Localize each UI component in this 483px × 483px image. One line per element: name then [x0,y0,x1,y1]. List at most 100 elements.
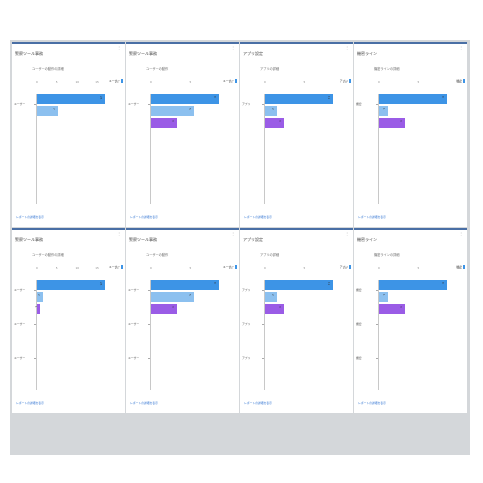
chart-axis-line [36,280,37,390]
report-link[interactable]: レポートの詳細を表示 [16,401,44,405]
report-link[interactable]: レポートの詳細を表示 [358,401,386,405]
report-link[interactable]: レポートの詳細を表示 [244,215,272,219]
category-label: ユーザー [14,322,26,326]
report-link[interactable]: レポートの詳細を表示 [244,401,272,405]
more-menu-icon[interactable]: ⋮ [117,231,121,236]
dashboard-grid: 警察ツール事務 ⋮ ユーザーの動作の詳細 0 5 10 15 20 ユーザー 23 7 ユーザー レポー… [10,40,470,455]
report-panel: 機密ライン ⋮ 機密ラインの詳細 0 5 10 機密 8 1 3 機密 機密 機密 レポートの詳細を表示 [354,228,467,413]
chart-bar[interactable] [379,106,388,116]
bar-value-label: 1 [381,108,385,110]
chart-axis-line [264,94,265,204]
axis-tick-label: 0 [36,80,38,84]
chart-bar[interactable] [37,304,40,314]
chart-bar[interactable] [379,280,447,290]
chart-bar[interactable] [151,118,177,128]
chart-bar[interactable] [37,280,105,290]
legend-item[interactable]: ユーザー [223,264,237,270]
chart-legend: アプリ [340,78,351,84]
chart-bar[interactable] [151,106,194,116]
report-link[interactable]: レポートの詳細を表示 [16,215,44,219]
chart-bar[interactable] [265,280,333,290]
legend-swatch [121,79,123,83]
category-label: アプリ [242,322,251,326]
axis-tick-label: 5 [303,266,306,270]
legend-item[interactable]: アプリ [340,78,351,84]
panel-title: 警察ツール事務 [15,51,43,56]
chart-bar[interactable] [265,304,284,314]
bar-value-label: 7 [51,108,55,110]
bar-value-label: 11 [327,96,330,100]
axis-tick-label: 15 [95,80,99,84]
category-label: アプリ [242,288,251,292]
more-menu-icon[interactable]: ⋮ [345,231,349,236]
chart-axis-line [264,280,265,390]
more-menu-icon[interactable]: ⋮ [117,45,121,50]
chart-bar[interactable] [37,292,43,302]
legend-swatch [235,79,237,83]
category-label: アプリ [242,102,251,106]
category-label: 機密 [356,356,362,360]
axis-tick [262,290,264,291]
legend-label: ユーザー [108,79,120,83]
axis-tick-label: 5 [189,266,192,270]
category-label: 機密 [356,288,362,292]
category-label: ユーザー [14,288,26,292]
chart-bar[interactable] [379,94,447,104]
axis-tick-label: 10 [457,266,461,270]
bar-value-label: 5 [187,294,191,296]
legend-item[interactable]: 機密 [456,78,465,84]
bar-value-label: 3 [277,306,281,308]
chart-legend: 機密 [456,78,465,84]
axis-tick-label: 0 [150,266,152,270]
chart-bar[interactable] [265,118,284,128]
report-link[interactable]: レポートの詳細を表示 [130,401,158,405]
axis-tick [148,290,150,291]
chart-bar[interactable] [379,292,388,302]
chart-bar[interactable] [151,94,219,104]
axis-tick [376,290,378,291]
axis-tick-label: 10 [229,266,233,270]
legend-item[interactable]: ユーザー [109,78,123,84]
bar-value-label: 2 [36,294,40,296]
more-menu-icon[interactable]: ⋮ [231,45,235,50]
chart-bar[interactable] [265,94,333,104]
report-link[interactable]: レポートの詳細を表示 [358,215,386,219]
panel-description: アプリの詳細 [260,253,280,257]
legend-label: 機密 [456,79,462,83]
chart-bar[interactable] [37,106,58,116]
category-label: ユーザー [128,322,140,326]
legend-item[interactable]: アプリ [340,264,351,270]
axis-tick [376,324,378,325]
chart-bar[interactable] [379,304,405,314]
panel-description: ユーザーの動作 [146,253,169,257]
panel-accent-bar [240,228,353,230]
more-menu-icon[interactable]: ⋮ [345,45,349,50]
more-menu-icon[interactable]: ⋮ [231,231,235,236]
legend-swatch [235,265,237,269]
axis-tick-label: 0 [378,80,380,84]
chart-bar[interactable] [265,106,278,116]
legend-item[interactable]: 機密 [456,264,465,270]
chart-bar[interactable] [379,118,405,128]
bar-value-label: 5 [187,108,191,110]
report-panel: 機密ライン ⋮ 機密ラインの詳細 0 5 10 機密 8 1 3 機密 レポートの詳細を表示 [354,42,467,227]
chart-bar[interactable] [37,94,105,104]
chart-bar[interactable] [151,280,219,290]
bar-value-label: 8 [213,96,216,98]
panel-title: アプリ設定 [243,51,263,56]
more-menu-icon[interactable]: ⋮ [459,45,463,50]
chart-bar[interactable] [151,292,194,302]
legend-item[interactable]: ユーザー [109,264,123,270]
axis-tick [376,358,378,359]
legend-item[interactable]: ユーザー [223,78,237,84]
legend-swatch [349,79,351,83]
panel-accent-bar [354,42,467,44]
chart-bar[interactable] [265,292,278,302]
report-link[interactable]: レポートの詳細を表示 [130,215,158,219]
panel-description: ユーザーの動作の詳細 [32,253,64,257]
chart-axis-line [378,94,379,204]
bar-value-label: 1 [33,306,37,308]
chart-bar[interactable] [151,304,177,314]
more-menu-icon[interactable]: ⋮ [459,231,463,236]
axis-tick-label: 5 [417,80,420,84]
